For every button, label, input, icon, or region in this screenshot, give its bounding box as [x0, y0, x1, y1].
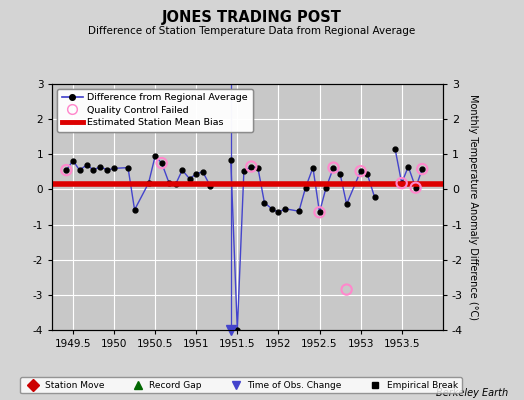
Text: JONES TRADING POST: JONES TRADING POST — [161, 10, 342, 25]
Point — [158, 160, 166, 166]
Point — [356, 168, 365, 174]
Legend: Difference from Regional Average, Quality Control Failed, Estimated Station Mean: Difference from Regional Average, Qualit… — [57, 89, 253, 132]
Point — [398, 180, 406, 186]
Point — [418, 166, 427, 172]
Point — [342, 286, 351, 293]
Point — [247, 163, 256, 170]
Point — [411, 184, 420, 191]
Point — [62, 167, 71, 173]
Point — [329, 164, 337, 171]
Y-axis label: Monthly Temperature Anomaly Difference (°C): Monthly Temperature Anomaly Difference (… — [468, 94, 478, 320]
Text: Difference of Station Temperature Data from Regional Average: Difference of Station Temperature Data f… — [88, 26, 415, 36]
Point — [315, 209, 324, 216]
Text: Berkeley Earth: Berkeley Earth — [436, 388, 508, 398]
Legend: Station Move, Record Gap, Time of Obs. Change, Empirical Break: Station Move, Record Gap, Time of Obs. C… — [20, 377, 462, 394]
